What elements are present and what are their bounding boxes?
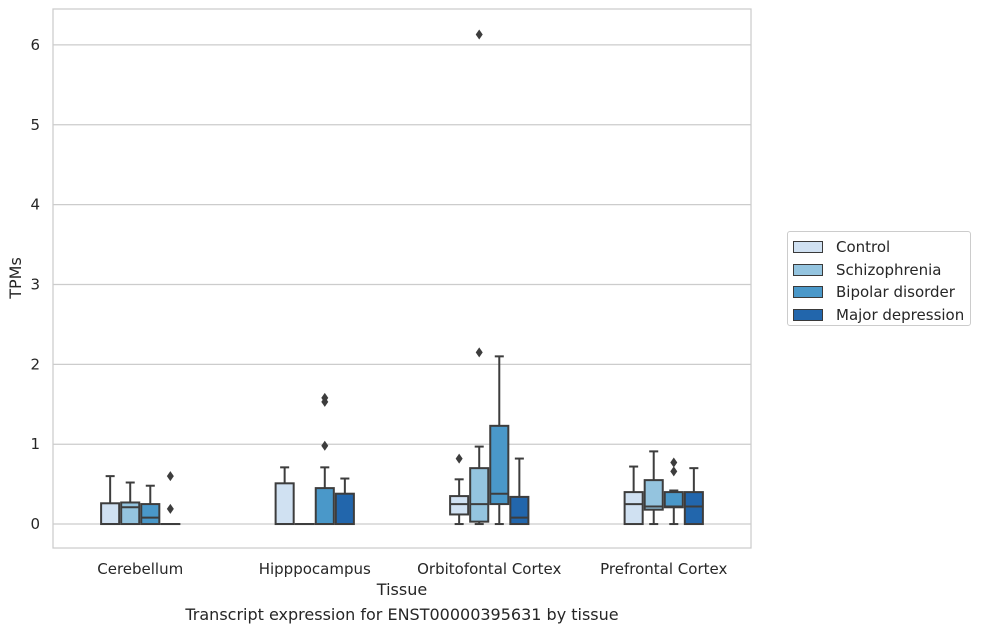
y-tick-label: 0 [30,515,40,533]
y-tick-label: 2 [30,355,40,373]
chart-caption: Transcript expression for ENST0000039563… [185,605,619,624]
legend: Control Schizophrenia Bipolar disorder Majo… [787,231,971,326]
box-group [683,467,704,526]
legend-label: Bipolar disorder [836,283,955,302]
legend-item: Schizophrenia [793,259,970,282]
legend-label: Control [836,238,891,257]
outlier-point [670,457,678,468]
legend-swatch [793,286,823,299]
box [509,495,530,526]
y-tick-label: 3 [30,275,40,293]
x-tick-label: Hipppocampus [259,560,371,578]
box-group [623,465,644,526]
boxes-layer [100,29,704,526]
outlier-point [166,503,174,514]
outlier-point [670,466,678,477]
box-group [334,477,355,526]
box-group [160,471,181,526]
plot-frame [52,8,752,549]
x-axis-label: Tissue [376,580,427,599]
box-group [100,475,121,526]
outlier-point [321,392,329,403]
box [663,491,684,509]
y-tick-label: 6 [30,36,40,54]
outlier-point [475,347,483,358]
y-tick-label: 5 [30,116,40,134]
box-group [643,450,664,526]
box-group [469,29,490,526]
grid-lines [53,44,751,525]
box [314,487,335,526]
y-tick-label: 4 [30,196,40,214]
box-group [449,453,470,526]
legend-swatch [793,308,823,321]
box [683,491,704,526]
box-group [663,457,684,526]
box [623,491,644,526]
box [100,502,121,526]
box [334,492,355,526]
tick-labels: 0 1 2 3 4 5 6 Cerebellum Hipppocampus Orbitofonta… [30,36,727,578]
legend-label: Major depression [836,305,965,324]
box-group [274,466,295,526]
legend-item: Major depression [793,304,970,327]
box [274,482,295,526]
box-group [120,481,141,526]
legend-swatch [793,263,823,276]
box-group [509,457,530,526]
box-group [140,484,161,526]
y-tick-label: 1 [30,435,40,453]
legend-item: Control [793,236,970,259]
box [489,424,510,506]
box [120,501,141,526]
x-tick-label: Prefrontal Cortex [600,560,727,578]
x-tick-label: Cerebellum [97,560,183,578]
legend-item: Bipolar disorder [793,281,970,304]
x-tick-label: Orbitofontal Cortex [417,560,561,578]
box [469,467,490,523]
outlier-point [475,29,483,40]
box [449,495,470,516]
y-axis-label: TPMs [6,257,25,300]
legend-label: Schizophrenia [836,260,942,279]
outlier-point [321,440,329,451]
box-group [314,392,335,526]
box [643,479,664,511]
box-group [489,355,510,526]
outlier-point [455,453,463,464]
box [140,503,161,526]
legend-swatch [793,241,823,254]
outlier-point [166,471,174,482]
